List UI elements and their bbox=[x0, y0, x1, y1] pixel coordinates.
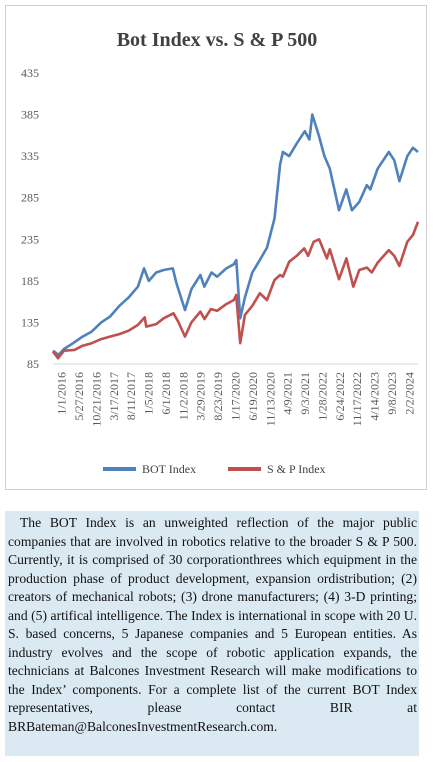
chart-container: Bot Index vs. S & P 500 85 135 185 235 285 33… bbox=[5, 5, 427, 490]
chart-title: Bot Index vs. S & P 500 bbox=[117, 29, 318, 51]
x-tick-label: 3/17/2017 bbox=[107, 372, 121, 421]
series-line-sp-index bbox=[51, 221, 420, 360]
x-tick-label: 1/17/2020 bbox=[229, 372, 243, 421]
x-tick-label: 11/17/2022 bbox=[350, 372, 364, 426]
line-chart: Bot Index vs. S & P 500 85 135 185 235 285 33… bbox=[21, 29, 420, 476]
description-box: The BOT Index is an unweighted reflectio… bbox=[5, 511, 419, 756]
x-tick-label: 6/19/2020 bbox=[246, 372, 260, 421]
x-tick-label: 4/9/2021 bbox=[281, 372, 295, 415]
x-tick-label: 11/13/2020 bbox=[263, 372, 277, 426]
y-tick-label: 185 bbox=[21, 274, 39, 288]
x-tick-label: 11/2/2018 bbox=[176, 372, 190, 420]
x-tick-label: 8/11/2017 bbox=[124, 372, 138, 420]
x-tick-label: 1/28/2022 bbox=[315, 372, 329, 421]
y-tick-label: 435 bbox=[21, 66, 39, 80]
x-tick-label: 9/8/2023 bbox=[385, 372, 399, 415]
x-tick-label: 8/23/2019 bbox=[211, 372, 225, 421]
y-axis-ticks: 85 135 185 235 285 335 385 435 bbox=[21, 66, 39, 371]
description-text: The BOT Index is an unweighted reflectio… bbox=[8, 515, 417, 734]
y-tick-label: 235 bbox=[21, 232, 39, 246]
x-tick-label: 9/3/2021 bbox=[298, 372, 312, 415]
x-tick-label: 6/24/2022 bbox=[333, 372, 347, 421]
legend: BOT Index S & P Index bbox=[103, 462, 326, 476]
legend-label: S & P Index bbox=[267, 462, 326, 476]
x-tick-label: 3/29/2019 bbox=[194, 372, 208, 421]
x-tick-label: 4/14/2023 bbox=[368, 372, 382, 421]
x-axis-ticks: 1/1/2016 5/27/2016 10/21/2016 3/17/2017 8/11… bbox=[55, 372, 417, 427]
legend-label: BOT Index bbox=[142, 462, 196, 476]
x-tick-label: 1/5/2018 bbox=[142, 372, 156, 415]
y-tick-label: 85 bbox=[27, 357, 39, 371]
x-tick-label: 10/21/2016 bbox=[89, 372, 103, 427]
y-tick-label: 135 bbox=[21, 315, 39, 329]
series-line-bot-index bbox=[52, 113, 419, 357]
y-tick-label: 335 bbox=[21, 149, 39, 163]
x-tick-label: 1/1/2016 bbox=[55, 372, 69, 415]
y-tick-label: 385 bbox=[21, 108, 39, 122]
x-tick-label: 2/2/2024 bbox=[402, 372, 416, 415]
series-layer bbox=[51, 113, 420, 360]
x-tick-label: 6/1/2018 bbox=[159, 372, 173, 415]
x-tick-label: 5/27/2016 bbox=[72, 372, 86, 421]
y-tick-label: 285 bbox=[21, 191, 39, 205]
